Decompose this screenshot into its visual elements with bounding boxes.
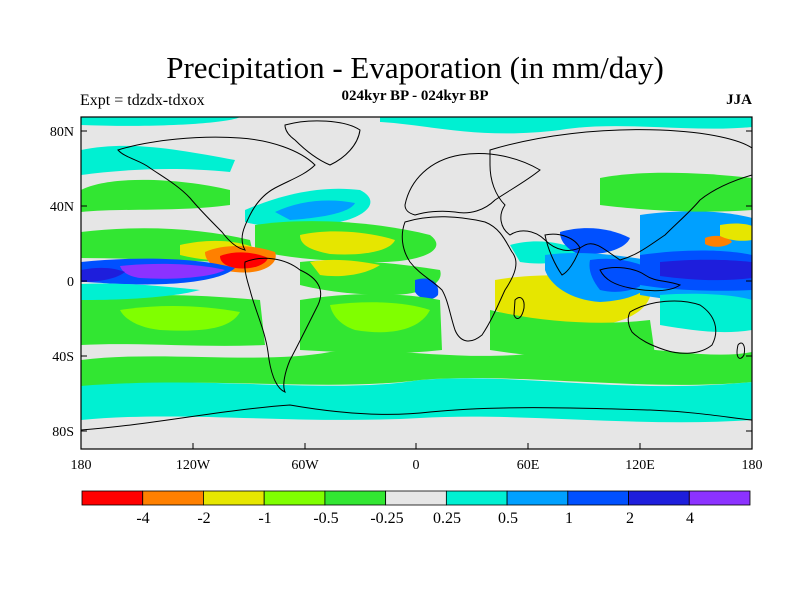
north-west-pacific-yellow: [720, 223, 752, 241]
madagascar-outline: [513, 297, 525, 319]
west-pacific-orange: [705, 235, 732, 247]
colorbar-box: [445, 490, 508, 506]
colorbar-box: [567, 490, 629, 506]
x-tick-label-0: 0: [413, 458, 420, 473]
y-tick-label-40n: 40N: [50, 200, 74, 215]
india-outline: [544, 233, 581, 276]
colorbar-label: -2: [197, 510, 210, 527]
bay-of-bengal-blue: [560, 228, 630, 255]
x-tick-label-180e: 180: [742, 458, 763, 473]
itcz-red: [220, 252, 268, 269]
colorbar-label: 1: [565, 510, 573, 527]
colorbar-label: -0.25: [370, 510, 403, 527]
north-west-pacific-green: [600, 172, 752, 212]
season-label: JJA: [726, 92, 752, 108]
x-tick-label-60e: 60E: [517, 458, 540, 473]
y-tick-label-40s: 40S: [52, 350, 74, 365]
colorbar-label: -1: [258, 510, 271, 527]
north-atlantic-yellow: [300, 231, 395, 255]
south-pacific-cyan: [81, 283, 200, 300]
indonesia-outline: [599, 267, 682, 292]
antarctica-outline: [81, 404, 752, 431]
colorbar-label: 0.5: [498, 510, 518, 527]
new-zealand-outline: [736, 342, 745, 359]
colorbar-label: 2: [626, 510, 634, 527]
x-tick-label-120w: 120W: [176, 458, 211, 473]
coastlines: [81, 120, 752, 431]
north-atlantic-blue: [275, 200, 355, 220]
colorbar-labels: -4 -2 -1 -0.5 -0.25 0.25 0.5 1 2 4: [136, 510, 694, 527]
australia-outline: [627, 300, 717, 354]
indian-ocean-green: [490, 310, 655, 358]
colorbar-label: 0.25: [433, 510, 461, 527]
colorbar-box: [142, 490, 204, 506]
europe-outline: [404, 152, 541, 216]
colorbar-box: [688, 490, 751, 506]
y-tick-label-80n: 80N: [50, 125, 74, 140]
africa-outline: [401, 216, 517, 342]
west-pacific-navy: [660, 259, 752, 281]
colorbar-label: -0.5: [313, 510, 338, 527]
x-tick-label-120e: 120E: [625, 458, 655, 473]
x-axis: 180 120W 60W 0 60E 120E 180: [71, 443, 763, 473]
y-tick-label-0: 0: [67, 275, 74, 290]
greenland-outline: [284, 120, 361, 166]
chart-title: Precipitation - Evaporation (in mm/day): [166, 50, 664, 85]
x-tick-label-60w: 60W: [291, 458, 319, 473]
south-atlantic-yellow: [330, 302, 430, 333]
north-pacific-cyan: [81, 145, 235, 175]
atlantic-equatorial-blue: [415, 278, 439, 300]
colorbar-box: [628, 490, 690, 506]
colorbar: [81, 490, 751, 506]
maritime-continent-blue: [589, 258, 655, 292]
arctic-band-2: [380, 117, 752, 134]
y-tick-label-80s: 80S: [52, 425, 74, 440]
x-tick-label-180w: 180: [71, 458, 92, 473]
asia-outline: [489, 129, 752, 261]
y-axis: 80N 40N 0 40S 80S: [50, 125, 752, 440]
colorbar-box: [81, 490, 144, 506]
south-tropical-pacific-light: [120, 306, 240, 331]
south-america-outline: [244, 257, 322, 393]
colorbar-box: [324, 490, 387, 506]
colorbar-label: -4: [136, 510, 149, 527]
north-pacific-green: [81, 179, 230, 212]
arctic-band: [81, 117, 240, 126]
colorbar-box: [263, 490, 326, 506]
colorbar-box: [385, 490, 447, 506]
colorbar-label: 4: [686, 510, 694, 527]
equatorial-pacific-navy: [81, 267, 125, 282]
north-america-outline: [117, 136, 316, 251]
chart-subtitle: 024kyr BP - 024kyr BP: [341, 88, 489, 104]
equatorial-pacific-purple: [120, 263, 225, 279]
map-plot-area: [81, 117, 752, 449]
tropical-atlantic-yellow: [310, 259, 380, 277]
south-indian-ocean-cyan: [660, 293, 752, 333]
experiment-label: Expt = tdzdx-tdxox: [80, 92, 205, 109]
colorbar-box: [506, 490, 569, 506]
colorbar-box: [203, 490, 265, 506]
southern-ocean-band: [81, 378, 752, 423]
